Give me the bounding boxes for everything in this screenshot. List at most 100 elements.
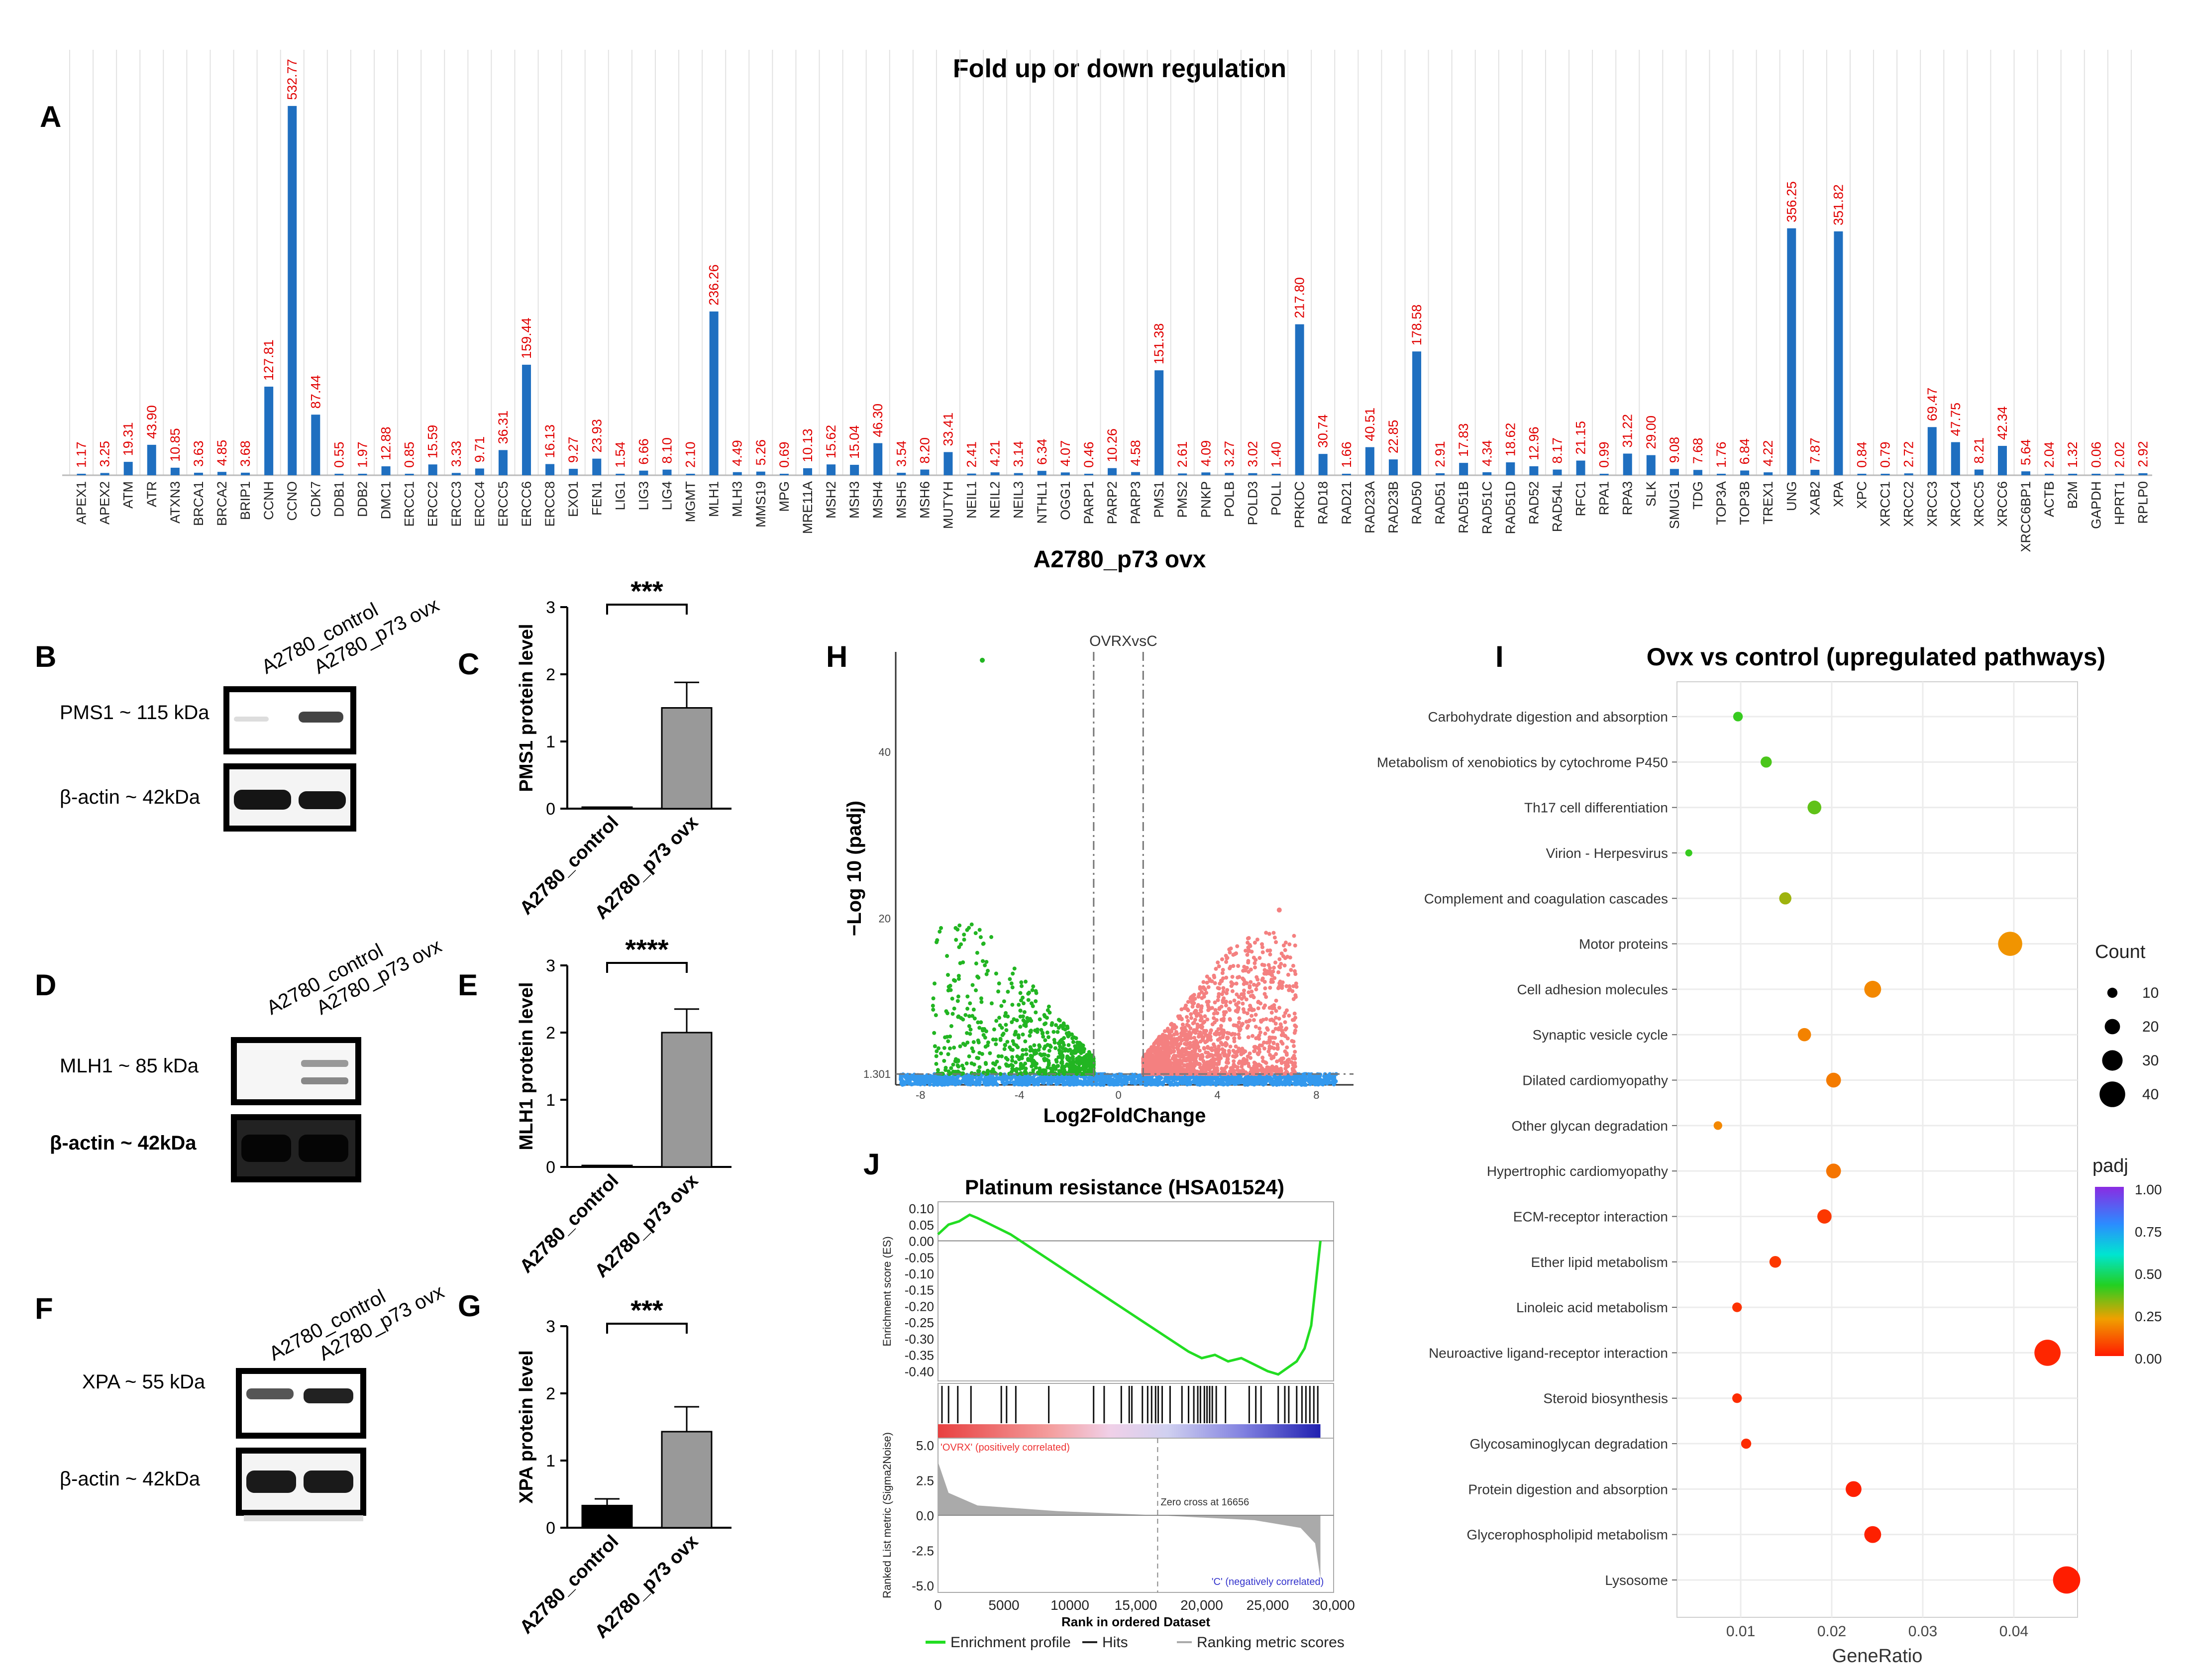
volcano-point bbox=[1285, 1075, 1289, 1080]
volcano-point bbox=[931, 996, 936, 1001]
volcano-point bbox=[1020, 1082, 1024, 1087]
volcano-point bbox=[1292, 1081, 1296, 1086]
panel-a-value-label: 21.15 bbox=[1573, 421, 1588, 455]
volcano-point bbox=[1269, 1072, 1274, 1076]
volcano-point bbox=[1215, 1011, 1220, 1016]
volcano-point bbox=[1221, 1033, 1226, 1037]
volcano-point bbox=[1274, 998, 1278, 1003]
panel-a-category-label: DMC1 bbox=[379, 481, 394, 520]
volcano-point bbox=[1071, 1068, 1075, 1073]
volcano-point bbox=[1165, 1040, 1170, 1044]
panel-a-bar bbox=[1482, 472, 1492, 475]
volcano-point bbox=[1232, 1023, 1236, 1028]
volcano-point bbox=[1250, 989, 1254, 994]
volcano-point bbox=[997, 981, 1001, 986]
panel-a-bar bbox=[756, 471, 765, 475]
volcano-point bbox=[1021, 1014, 1025, 1019]
volcano-point bbox=[1009, 1077, 1013, 1081]
volcano-point bbox=[1216, 960, 1220, 965]
volcano-point bbox=[1217, 1044, 1221, 1049]
dot-plot-pathway-label: Steroid biosynthesis bbox=[1543, 1391, 1668, 1406]
volcano-point bbox=[1268, 952, 1272, 957]
volcano-point bbox=[1180, 1022, 1185, 1027]
volcano-point bbox=[1271, 931, 1276, 935]
volcano-point bbox=[1206, 1003, 1210, 1007]
volcano-point bbox=[1263, 986, 1267, 991]
pathway-dot-plot: Ovx vs control (upregulated pathways) 0.0… bbox=[1377, 643, 2162, 1667]
volcano-point bbox=[1051, 1067, 1055, 1071]
gsea-x-tick: 25,000 bbox=[1247, 1597, 1289, 1613]
panel-letter-e: E bbox=[458, 968, 478, 1002]
volcano-point bbox=[1192, 1080, 1197, 1085]
volcano-point bbox=[974, 1082, 978, 1087]
panel-a-bar bbox=[194, 472, 203, 475]
panel-a-bar bbox=[1880, 474, 1890, 475]
volcano-point bbox=[1012, 1017, 1016, 1022]
volcano-point bbox=[1024, 1048, 1028, 1052]
dot-plot-pathway-label: Linoleic acid metabolism bbox=[1516, 1300, 1668, 1315]
volcano-point bbox=[1221, 1069, 1226, 1073]
volcano-point bbox=[1284, 1064, 1289, 1069]
dot-plot-pathway-label: Th17 cell differentiation bbox=[1524, 800, 1668, 816]
volcano-y-label: −Log 10 (padj) bbox=[843, 801, 865, 936]
panel-a-bar bbox=[1646, 455, 1656, 475]
volcano-point bbox=[1186, 1019, 1190, 1023]
blot-f-band-1-label: XPA ~ 55 kDa bbox=[82, 1371, 206, 1393]
volcano-point bbox=[1257, 1043, 1262, 1048]
volcano-y-tick: 20 bbox=[879, 912, 891, 925]
volcano-point bbox=[986, 968, 990, 973]
chart-e-y-label: MLH1 protein level bbox=[516, 982, 537, 1151]
volcano-point bbox=[1268, 985, 1272, 990]
volcano-point bbox=[1011, 1063, 1015, 1068]
gsea-x-tick: 5000 bbox=[988, 1597, 1019, 1613]
volcano-point bbox=[1033, 1050, 1037, 1055]
volcano-point bbox=[1034, 991, 1039, 995]
panel-a-bar bbox=[1014, 473, 1023, 475]
dot-plot-pathway-label: Dilated cardiomyopathy bbox=[1522, 1073, 1668, 1088]
panel-a-category-label: XRCC1 bbox=[1878, 481, 1893, 527]
panel-a-category-label: RAD50 bbox=[1409, 481, 1424, 525]
panel-a-category-label: PMS1 bbox=[1151, 481, 1166, 518]
volcano-point bbox=[1262, 971, 1266, 976]
volcano-point bbox=[1246, 960, 1251, 965]
volcano-point bbox=[1175, 1076, 1180, 1080]
volcano-point bbox=[1168, 1082, 1173, 1087]
panel-a-bar bbox=[662, 469, 672, 475]
volcano-point bbox=[1293, 1023, 1297, 1028]
volcano-point bbox=[1018, 1025, 1023, 1029]
volcano-point bbox=[1250, 1076, 1254, 1080]
volcano-point bbox=[998, 1072, 1003, 1076]
volcano-point bbox=[1287, 942, 1292, 946]
volcano-point bbox=[1210, 1053, 1215, 1058]
panel-a-category-label: EXO1 bbox=[566, 481, 581, 517]
panel-a-value-label: 23.93 bbox=[589, 419, 604, 453]
panel-a-category-label: XPA bbox=[1831, 481, 1846, 507]
volcano-point bbox=[1251, 1069, 1255, 1073]
volcano-point bbox=[1157, 1068, 1161, 1072]
volcano-point bbox=[1160, 1055, 1165, 1060]
volcano-point bbox=[1215, 1066, 1219, 1070]
panel-a-value-label: 2.02 bbox=[2112, 441, 2127, 468]
volcano-point bbox=[1231, 1079, 1236, 1084]
volcano-point bbox=[1225, 1059, 1230, 1064]
volcano-point bbox=[1257, 1037, 1261, 1041]
volcano-point bbox=[973, 931, 978, 936]
panel-a-value-label: 0.46 bbox=[1081, 441, 1096, 468]
volcano-point bbox=[1203, 1014, 1207, 1019]
panel-a-category-label: POLD3 bbox=[1245, 481, 1260, 525]
panel-a-value-label: 16.13 bbox=[542, 424, 557, 458]
panel-a-category-label: RFC1 bbox=[1573, 481, 1588, 517]
panel-a-bar bbox=[1506, 462, 1515, 475]
panel-a-category-label: ATM bbox=[121, 481, 136, 509]
volcano-title: OVRXvsC bbox=[1089, 633, 1157, 649]
volcano-point bbox=[1255, 938, 1259, 942]
volcano-point bbox=[1334, 1079, 1338, 1083]
volcano-point bbox=[974, 961, 978, 966]
panel-a-category-label: CCNO bbox=[285, 481, 300, 521]
panel-a-bar bbox=[827, 464, 836, 475]
volcano-point bbox=[1054, 1023, 1058, 1027]
panel-a-bar bbox=[2115, 474, 2124, 475]
volcano-point bbox=[1068, 1066, 1072, 1070]
panel-a-bar bbox=[1599, 474, 1609, 475]
